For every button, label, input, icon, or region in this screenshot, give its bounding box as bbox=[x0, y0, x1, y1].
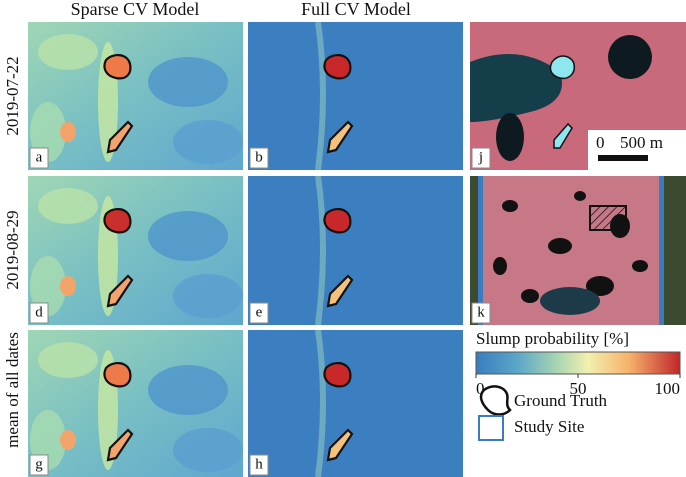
study-site-icon bbox=[479, 416, 503, 440]
panel: k bbox=[470, 176, 686, 325]
panel-letter: e bbox=[256, 304, 263, 320]
colorbar-tick-label: 100 bbox=[655, 379, 681, 398]
lake bbox=[548, 238, 572, 254]
panel: g bbox=[28, 330, 243, 477]
panel-image: 0 500 m bbox=[470, 22, 686, 170]
lake bbox=[496, 113, 524, 161]
panel-image bbox=[248, 22, 463, 170]
texture bbox=[173, 274, 243, 318]
ground-truth bbox=[324, 55, 350, 78]
panel-letter: k bbox=[477, 304, 485, 320]
texture bbox=[38, 188, 98, 224]
hotspot bbox=[60, 430, 76, 450]
panel-bg bbox=[248, 330, 463, 477]
texture bbox=[173, 428, 243, 472]
scale-bar-label: 500 m bbox=[620, 133, 663, 152]
colorbar bbox=[476, 352, 680, 374]
panel: h bbox=[248, 330, 463, 477]
panel: d bbox=[28, 176, 243, 325]
lake bbox=[521, 289, 539, 303]
row-label: 2019-07-22 bbox=[3, 56, 22, 135]
ground-truth bbox=[324, 209, 350, 232]
panel-letter: h bbox=[255, 456, 263, 472]
panel-image bbox=[470, 176, 686, 325]
column-header: Full CV Model bbox=[301, 0, 411, 19]
texture bbox=[38, 342, 98, 378]
texture bbox=[38, 34, 98, 70]
lake bbox=[493, 257, 507, 275]
column-header: Sparse CV Model bbox=[71, 0, 200, 19]
legend-title: Slump probability [%] bbox=[476, 329, 629, 348]
panel-letter: j bbox=[478, 149, 483, 165]
panel-letter: b bbox=[255, 149, 263, 165]
texture bbox=[173, 120, 243, 164]
ground-truth-icon bbox=[481, 386, 510, 414]
colorbar-tick-label: 0 bbox=[476, 379, 485, 398]
study-site-bar bbox=[659, 176, 664, 325]
lake bbox=[632, 260, 648, 272]
ground-truth bbox=[104, 209, 130, 232]
texture bbox=[148, 57, 228, 107]
row-label: 2019-08-29 bbox=[3, 210, 22, 289]
outside bbox=[664, 176, 686, 325]
panel-bg bbox=[248, 176, 463, 325]
panel-letter: d bbox=[35, 304, 43, 320]
panel-image bbox=[28, 330, 243, 477]
panel: e bbox=[248, 176, 463, 325]
texture bbox=[148, 211, 228, 261]
ground-truth bbox=[104, 363, 130, 386]
row-label: mean of all dates bbox=[3, 332, 22, 448]
panel: 0 500 m j bbox=[470, 22, 686, 170]
panel-bg bbox=[248, 22, 463, 170]
ground-truth bbox=[550, 56, 574, 78]
hotspot bbox=[60, 276, 76, 296]
panel-letter: a bbox=[36, 149, 43, 165]
panel: b bbox=[248, 22, 463, 170]
panel-image bbox=[28, 176, 243, 325]
legend: Slump probability [%] Ground Truth Study… bbox=[476, 329, 680, 440]
ground-truth bbox=[104, 55, 130, 78]
hotspot bbox=[60, 122, 76, 142]
panel-letter: g bbox=[35, 456, 43, 472]
panel: a bbox=[28, 22, 243, 170]
lake bbox=[574, 191, 586, 201]
panel-image bbox=[248, 176, 463, 325]
figure: Sparse CV Model Full CV Model 2019-07-22… bbox=[0, 0, 686, 477]
legend-item: Study Site bbox=[514, 417, 584, 436]
texture bbox=[148, 365, 228, 415]
zoom-box bbox=[590, 206, 626, 230]
lake bbox=[608, 35, 652, 79]
lake bbox=[502, 200, 518, 212]
lake bbox=[540, 287, 600, 315]
ground-truth bbox=[324, 363, 350, 386]
colorbar-tick-label: 50 bbox=[570, 379, 587, 398]
legend-item: Ground Truth bbox=[514, 391, 608, 410]
panel-image bbox=[248, 330, 463, 477]
scale-bar-label: 0 bbox=[596, 133, 605, 152]
scale-bar bbox=[598, 155, 648, 161]
panel-image bbox=[28, 22, 243, 170]
